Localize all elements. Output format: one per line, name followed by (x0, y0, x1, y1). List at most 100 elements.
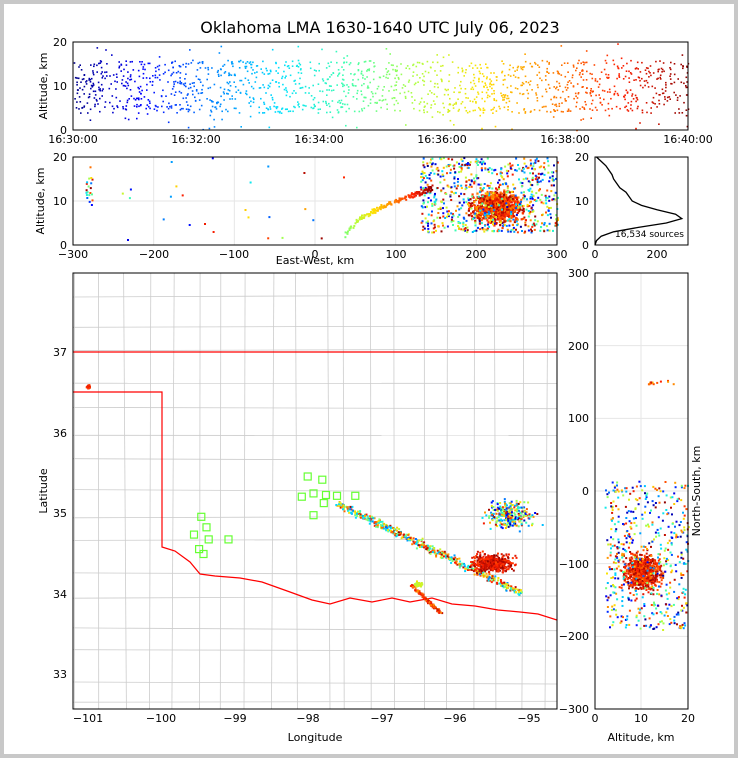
map-point (515, 556, 518, 559)
time-altitude-point (577, 62, 579, 65)
ew-point (504, 209, 507, 212)
ew-point (425, 192, 428, 195)
time-altitude-point (300, 72, 303, 74)
map-point (489, 569, 492, 571)
ew-point (121, 192, 124, 195)
ew-point (445, 215, 448, 218)
station-marker (204, 535, 213, 544)
time-altitude-point (521, 68, 524, 71)
ew-point (418, 193, 421, 196)
time-altitude-point (244, 67, 247, 69)
map-point (476, 564, 479, 567)
ew-point (361, 214, 363, 217)
map-point (489, 560, 491, 563)
county-line (73, 489, 557, 493)
county-line (73, 627, 557, 632)
time-altitude-point (261, 71, 264, 74)
time-altitude-point (503, 95, 506, 97)
time-altitude-point (631, 95, 633, 97)
time-altitude-point (325, 100, 327, 103)
time-altitude-point (372, 95, 374, 98)
ew-point (530, 196, 533, 199)
map-point (455, 562, 458, 565)
map-point (493, 564, 496, 567)
time-altitude-point (504, 94, 507, 96)
time-altitude-point (81, 78, 84, 81)
time-altitude-point (680, 63, 682, 66)
time-altitude-point (330, 85, 332, 87)
map-point (356, 515, 359, 518)
county-line (73, 681, 557, 685)
time-altitude-point (460, 80, 462, 83)
map-point (495, 570, 498, 572)
ew-point (545, 196, 547, 199)
time-altitude-point (332, 72, 335, 74)
time-altitude-point (426, 111, 429, 113)
time-altitude-point (220, 68, 222, 71)
time-altitude-point (492, 112, 494, 114)
map-point (470, 562, 473, 565)
time-altitude-point (143, 96, 146, 98)
time-altitude-point (466, 111, 469, 114)
map-point (343, 510, 346, 513)
map-point (480, 572, 483, 575)
map-point (441, 612, 444, 615)
time-altitude-point (408, 67, 411, 70)
time-altitude-point (546, 60, 548, 63)
time-altitude-point (326, 94, 328, 96)
time-altitude-point (235, 107, 237, 110)
time-altitude-point (387, 70, 390, 72)
map-point (480, 557, 483, 560)
ew-point (455, 187, 458, 190)
ew-point (281, 236, 284, 239)
map-point (503, 515, 505, 517)
ew-point (91, 199, 94, 202)
time-altitude-point (220, 45, 223, 48)
time-altitude-point (484, 84, 487, 86)
time-altitude-point (379, 76, 382, 79)
ew-point (465, 212, 468, 215)
figure-background (4, 4, 734, 754)
ew-point (541, 214, 543, 217)
map-point (392, 527, 395, 529)
time-altitude-point (483, 109, 486, 111)
time-altitude-point (281, 107, 284, 110)
time-altitude-point (249, 96, 251, 99)
ew-point (424, 186, 427, 189)
time-altitude-point (202, 84, 204, 87)
ew-point (553, 184, 555, 187)
map-point (428, 549, 431, 551)
time-altitude-point (449, 119, 452, 122)
time-altitude-point (423, 106, 426, 108)
time-altitude-point (488, 95, 491, 98)
county-line (271, 273, 275, 709)
time-altitude-point (95, 98, 98, 101)
map-point (511, 504, 514, 506)
time-altitude-point (636, 61, 639, 64)
map-point (523, 506, 526, 509)
map-point (416, 580, 418, 583)
ew-point (350, 225, 353, 228)
time-altitude-point (506, 97, 508, 100)
time-altitude-point (349, 62, 352, 64)
map-point (496, 519, 499, 522)
map-point (505, 570, 507, 573)
time-altitude-point (322, 80, 325, 82)
map-point (506, 523, 509, 526)
time-altitude-point (464, 71, 467, 74)
time-altitude-point (83, 85, 86, 88)
station-marker (297, 492, 306, 501)
time-altitude-point (578, 59, 580, 62)
time-altitude-point (601, 104, 603, 106)
map-point (446, 555, 449, 558)
time-altitude-point (120, 70, 122, 72)
time-altitude-point (423, 84, 425, 86)
time-altitude-point (260, 97, 262, 100)
ew-point (431, 163, 434, 166)
time-altitude-point (385, 68, 387, 70)
map-point (409, 585, 412, 587)
ew-point (535, 223, 538, 226)
time-altitude-point (541, 106, 544, 108)
time-altitude-point (227, 110, 229, 113)
time-altitude-point (385, 73, 388, 76)
